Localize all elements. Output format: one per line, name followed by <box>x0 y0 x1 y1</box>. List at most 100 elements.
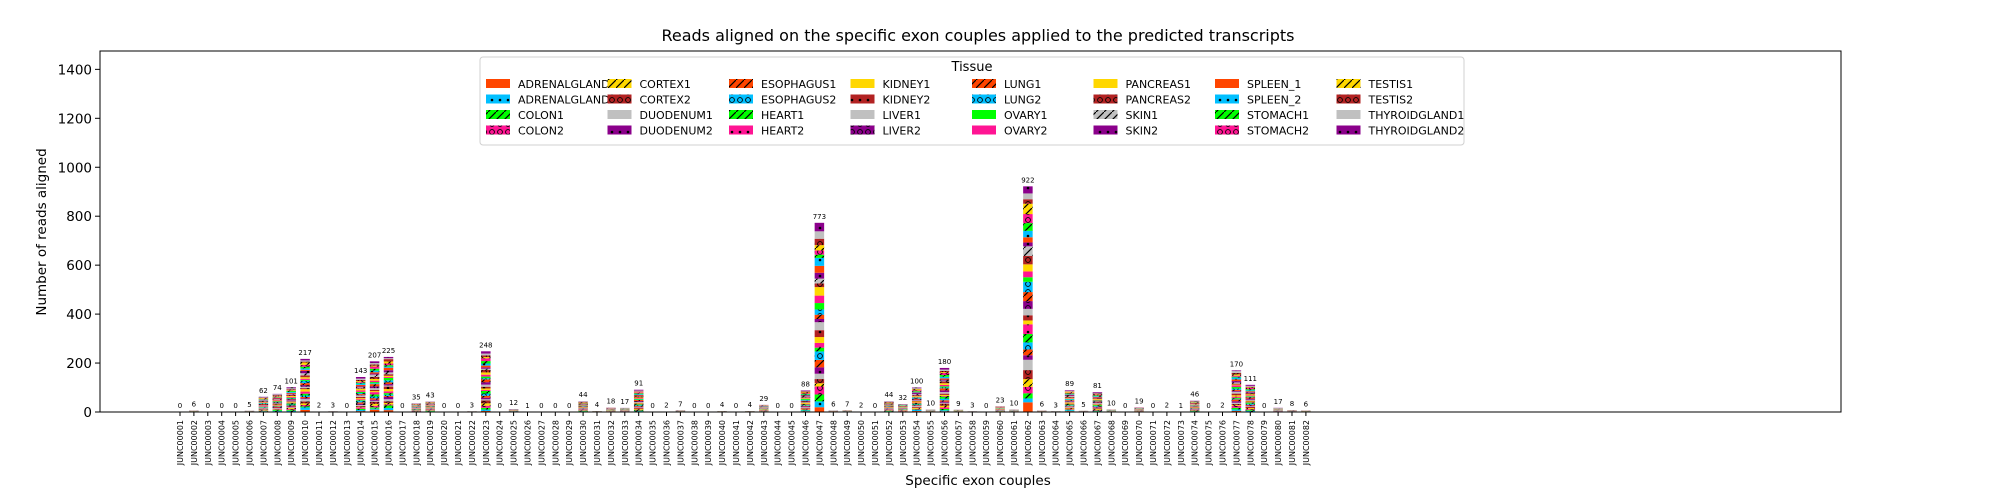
bar-segment <box>633 393 644 395</box>
bar-segment <box>814 238 825 246</box>
bar-value-label: 9 <box>956 400 960 408</box>
legend-swatch <box>486 110 510 119</box>
bar-segment <box>939 390 950 393</box>
bar-segment <box>1023 379 1033 387</box>
bar-segment <box>1064 392 1075 394</box>
legend-swatch <box>1093 94 1118 104</box>
x-tick-label: JUNC00060 <box>996 420 1005 466</box>
x-tick-label: JUNC00043 <box>760 420 769 466</box>
bar-segment <box>1023 349 1033 356</box>
bar-segment <box>369 391 380 393</box>
bar-segment <box>1231 399 1242 402</box>
legend-item: OVARY1 <box>972 109 1047 122</box>
legend-item: ESOPHAGUS1 <box>729 78 836 91</box>
bar-segment <box>369 401 380 404</box>
legend-swatch <box>1215 94 1239 104</box>
bar-value-label: 17 <box>620 398 629 406</box>
bar-segment <box>939 381 950 384</box>
bar-value-label: 23 <box>996 396 1005 404</box>
legend-item: COLON2 <box>486 125 564 138</box>
bar-segment <box>1023 292 1033 302</box>
bar-segment <box>300 393 310 396</box>
bar-segment <box>300 409 310 412</box>
bar-segment <box>272 404 283 406</box>
bar-segment <box>369 380 380 383</box>
bar-segment <box>939 410 950 412</box>
bar-segment <box>1064 410 1075 412</box>
bar-value-label: 88 <box>801 380 810 388</box>
x-tick-label: JUNC00053 <box>899 420 908 466</box>
bar-segment <box>939 395 950 397</box>
bar-segment <box>300 406 310 408</box>
bar-segment <box>272 408 283 409</box>
bar-segment <box>369 408 380 410</box>
bar-segment <box>1092 393 1103 395</box>
bar-segment <box>939 386 950 388</box>
bar-segment <box>633 391 644 392</box>
bar-segment <box>481 357 491 359</box>
x-tick-label: JUNC00044 <box>774 420 783 466</box>
bar-value-label: 62 <box>259 387 268 395</box>
bar-segment <box>481 410 491 412</box>
bar-segment <box>1064 401 1075 403</box>
bar-segment <box>383 410 394 412</box>
bar-segment <box>939 379 950 381</box>
legend-item: DUODENUM1 <box>607 109 713 122</box>
x-tick-label: JUNC00041 <box>732 420 741 466</box>
bar-segment <box>633 406 644 408</box>
bar-segment <box>481 405 491 408</box>
bar-segment <box>258 401 269 403</box>
bar-segment <box>1231 404 1242 406</box>
bar-segment <box>633 392 644 394</box>
bar-segment <box>300 405 310 407</box>
legend-label: COLON1 <box>518 109 564 122</box>
bar-segment <box>355 381 366 383</box>
bar-segment <box>1023 242 1033 247</box>
bar-value-label: 143 <box>354 367 367 375</box>
bar-segment <box>383 370 394 373</box>
bar-segment <box>355 391 366 394</box>
x-tick-label: JUNC00013 <box>343 420 352 466</box>
bar-segment <box>1231 379 1242 382</box>
bar-segment <box>383 407 394 411</box>
bar-segment <box>939 372 950 374</box>
bar-segment <box>939 383 950 385</box>
bar-segment <box>1245 403 1256 405</box>
bar-segment <box>633 404 644 406</box>
bar-segment <box>814 272 825 279</box>
bar-value-label: 1 <box>525 402 529 410</box>
bar-segment <box>286 389 296 391</box>
bar-segment <box>633 403 644 404</box>
bar-segment <box>286 410 296 412</box>
bar-segment <box>1245 392 1256 393</box>
bar-segment <box>1023 398 1033 403</box>
bar-segment <box>1023 301 1033 309</box>
x-tick-label: JUNC00062 <box>1024 420 1033 466</box>
bar-segment <box>1231 375 1242 377</box>
bar-segment <box>814 295 825 304</box>
bar-segment <box>481 369 491 373</box>
bar-segment <box>1231 387 1242 389</box>
legend-label: SPLEEN_1 <box>1247 78 1301 91</box>
bar-value-label: 7 <box>678 400 682 408</box>
bar-segment <box>800 403 811 405</box>
bar-value-label: 2 <box>664 402 668 410</box>
bar-value-label: 5 <box>1081 401 1085 409</box>
bar-segment <box>814 303 825 310</box>
bar-segment <box>800 392 811 394</box>
bar-segment <box>1023 342 1033 350</box>
bar-segment <box>1092 392 1103 394</box>
bar-segment <box>369 409 380 412</box>
bar-segment <box>1023 223 1033 231</box>
bar-segment <box>272 398 283 400</box>
bar-value-label: 0 <box>553 402 557 410</box>
bar-value-label: 0 <box>345 402 349 410</box>
bar-segment <box>369 383 380 385</box>
bar-segment <box>300 364 310 367</box>
bar-segment <box>911 400 922 401</box>
bar-segment <box>258 403 269 405</box>
bar-segment <box>300 397 310 399</box>
y-tick-label: 800 <box>66 209 92 225</box>
y-tick-label: 1200 <box>58 111 92 127</box>
bar-value-label: 0 <box>233 402 237 410</box>
